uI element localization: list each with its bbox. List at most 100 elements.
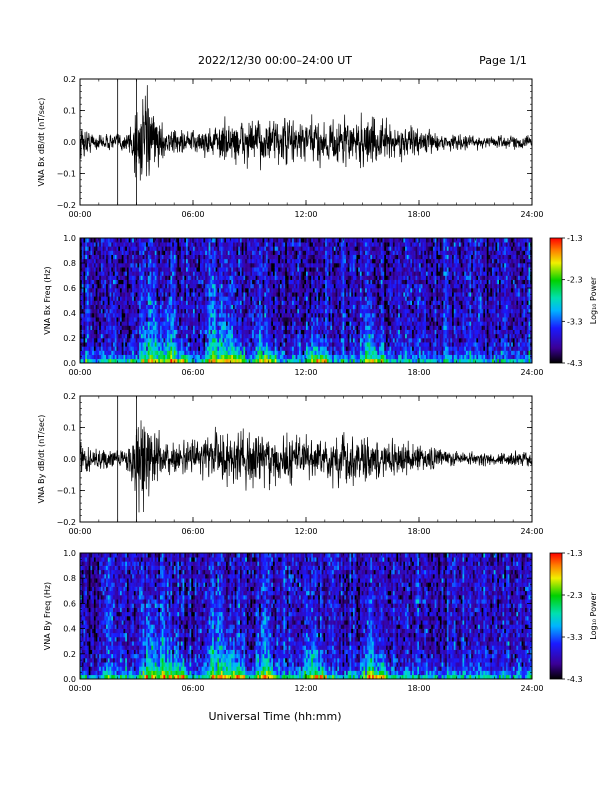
spectrogram-cell bbox=[326, 246, 329, 251]
spectrogram-cell bbox=[107, 238, 110, 243]
y-tick-label: 0.2 bbox=[63, 75, 76, 84]
spectrogram-cell bbox=[199, 254, 202, 260]
spectrogram-cell bbox=[318, 271, 321, 276]
spectrogram-cell bbox=[267, 308, 270, 314]
spectrogram-cell bbox=[205, 325, 208, 330]
spectrogram-cell bbox=[109, 288, 112, 293]
spectrogram-cell bbox=[184, 242, 187, 247]
spectrogram-cell bbox=[288, 238, 291, 243]
spectrogram-cell bbox=[257, 263, 260, 268]
spectrogram-cell bbox=[126, 242, 129, 247]
spectrogram-cell bbox=[248, 271, 251, 276]
spectrogram-cell bbox=[149, 271, 152, 276]
spectrogram-cell bbox=[199, 283, 202, 289]
spectrogram-cell bbox=[309, 238, 312, 243]
spectrogram-cell bbox=[114, 354, 117, 360]
spectrogram-cell bbox=[219, 317, 222, 322]
spectrogram-cell bbox=[107, 308, 110, 314]
spectrogram-cell bbox=[156, 308, 159, 314]
spectrogram-cell bbox=[311, 346, 314, 351]
spectrogram-cell bbox=[349, 283, 352, 289]
spectrogram-cell bbox=[352, 317, 355, 322]
spectrogram-cell bbox=[220, 296, 223, 301]
spectrogram-cell bbox=[290, 342, 293, 347]
spectrogram-cell bbox=[173, 279, 176, 285]
spectrogram-cell bbox=[170, 308, 173, 314]
spectrogram-cell bbox=[106, 346, 109, 351]
spectrogram-cell bbox=[83, 313, 86, 318]
spectrogram-cell bbox=[272, 275, 276, 280]
spectrogram-cell bbox=[172, 254, 175, 260]
spectrogram-cell bbox=[215, 283, 218, 289]
spectrogram-cell bbox=[90, 329, 93, 335]
spectrogram-cell bbox=[304, 283, 307, 289]
spectrogram-cell bbox=[293, 346, 296, 351]
spectrogram-cell bbox=[161, 313, 164, 318]
spectrogram-cell bbox=[186, 283, 189, 289]
spectrogram-cell bbox=[245, 333, 248, 339]
spectrogram-cell bbox=[144, 263, 147, 268]
spectrogram-cell bbox=[293, 321, 296, 326]
spectrogram-cell bbox=[219, 308, 222, 314]
spectrogram-cell bbox=[128, 263, 131, 268]
spectrogram-cell bbox=[128, 288, 131, 293]
spectrogram-cell bbox=[130, 342, 133, 347]
spectrogram-cell bbox=[159, 258, 163, 264]
spectrogram-cell bbox=[276, 246, 279, 251]
spectrogram-cell bbox=[139, 350, 142, 355]
spectrogram-cell bbox=[351, 275, 354, 280]
spectrogram-cell bbox=[337, 304, 340, 310]
spectrogram-cell bbox=[224, 333, 227, 339]
spectrogram-cell bbox=[339, 346, 342, 351]
spectrogram-cell bbox=[269, 313, 272, 318]
spectrogram-cell bbox=[170, 275, 173, 280]
spectrogram-cell bbox=[113, 254, 116, 260]
spectrogram-cell bbox=[168, 267, 171, 272]
spectrogram-cell bbox=[180, 279, 183, 285]
spectrogram-cell bbox=[182, 358, 185, 364]
spectrogram-cell bbox=[121, 300, 124, 305]
spectrogram-cell bbox=[172, 292, 175, 297]
spectrogram-cell bbox=[337, 279, 340, 285]
spectrogram-cell bbox=[297, 317, 300, 322]
spectrogram-cell bbox=[309, 296, 312, 301]
spectrogram-cell bbox=[113, 346, 116, 351]
spectrogram-cell bbox=[158, 313, 161, 318]
spectrogram-cell bbox=[203, 258, 206, 264]
spectrogram-cell bbox=[285, 329, 288, 335]
spectrogram-cell bbox=[194, 329, 197, 335]
spectrogram-cell bbox=[135, 313, 138, 318]
spectrogram-cell bbox=[113, 325, 116, 330]
spectrogram-cell bbox=[199, 271, 202, 276]
spectrogram-cell bbox=[325, 304, 328, 310]
spectrogram-cell bbox=[269, 296, 272, 301]
spectrogram-cell bbox=[135, 325, 138, 330]
spectrogram-cell bbox=[121, 321, 124, 326]
spectrogram-cell bbox=[239, 317, 242, 322]
spectrogram-cell bbox=[168, 358, 171, 364]
spectrogram-cell bbox=[92, 238, 95, 243]
spectrogram-cell bbox=[81, 271, 84, 276]
spectrogram-cell bbox=[165, 263, 168, 268]
spectrogram-cell bbox=[278, 271, 281, 276]
spectrogram-cell bbox=[107, 333, 110, 339]
spectrogram-cell bbox=[260, 304, 263, 310]
spectrogram-cell bbox=[232, 296, 236, 301]
spectrogram-cell bbox=[113, 333, 116, 339]
spectrogram-cell bbox=[276, 254, 279, 260]
spectrogram-cell bbox=[311, 333, 314, 339]
spectrogram-cell bbox=[80, 321, 83, 326]
spectrogram-cell bbox=[99, 358, 102, 364]
spectrogram-cell bbox=[203, 329, 206, 335]
spectrogram-cell bbox=[340, 300, 343, 305]
spectrogram-cell bbox=[359, 254, 362, 260]
spectrogram-cell bbox=[130, 317, 133, 322]
spectrogram-cell bbox=[309, 304, 312, 310]
spectrogram-cell bbox=[266, 304, 269, 310]
spectrogram-cell bbox=[111, 321, 114, 326]
spectrogram-cell bbox=[90, 300, 93, 305]
spectrogram-cell bbox=[99, 288, 102, 293]
spectrogram-cell bbox=[175, 242, 178, 247]
spectrogram-cell bbox=[90, 271, 93, 276]
spectrogram-cell bbox=[222, 342, 225, 347]
